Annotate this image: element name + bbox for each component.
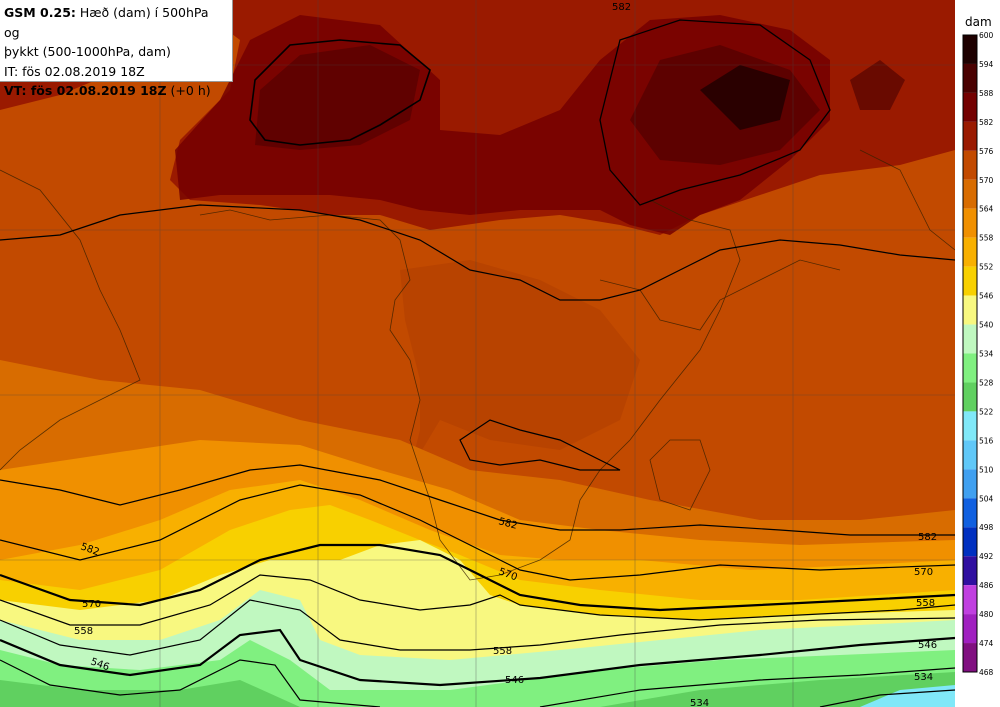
legend-tick-label: 516: [979, 436, 994, 445]
legend-unit: dam: [965, 15, 992, 29]
contour-label: 558: [493, 646, 512, 657]
legend-tick-label: 468: [979, 668, 994, 677]
title-line-2: þykkt (500-1000hPa, dam): [4, 44, 171, 59]
legend-colorbar: 600 594 588 582 576 570 564 558 552 546 540 534 528 5…: [962, 31, 994, 677]
legend-swatch: [963, 411, 977, 441]
legend-swatch: [963, 208, 977, 238]
contour-label: 534: [690, 698, 709, 707]
weather-map: 582 582 582 570 570 558 558 546 546 534 …: [0, 0, 955, 707]
legend-tick-label: 480: [979, 610, 994, 619]
title-text: Hæð (dam) í 500hPa og: [4, 5, 209, 40]
legend-tick-label: 570: [979, 176, 994, 185]
legend-swatch: [963, 324, 977, 354]
legend-tick-label: 528: [979, 378, 994, 387]
thickness-fill-layer: [0, 0, 955, 707]
legend-swatch: [963, 150, 977, 180]
forecast-offset: (+0 h): [166, 83, 211, 98]
color-legend: dam 600 594 588 582 576 570 564 558 552 546 540 534…: [955, 0, 1000, 707]
contour-label: 582: [497, 516, 518, 532]
legend-tick-label: 564: [979, 205, 994, 214]
legend-tick-label: 498: [979, 523, 994, 532]
legend-swatch: [963, 35, 977, 64]
contour-labels: 582 582 582 570 570 558 558 546 546 534 …: [74, 2, 937, 707]
legend-tick-label: 522: [979, 407, 994, 416]
legend-swatch: [963, 295, 977, 325]
legend-tick-label: 582: [979, 118, 994, 127]
legend-tick-label: 492: [979, 552, 994, 561]
legend-frame: [962, 34, 978, 673]
legend-swatch: [963, 498, 977, 528]
legend-tick-label: 600: [979, 31, 994, 40]
legend-tick-label: 486: [979, 581, 994, 590]
legend-tick-label: 546: [979, 292, 994, 301]
legend-swatch: [963, 643, 977, 672]
legend-swatch: [963, 353, 977, 383]
contour-label: 582: [612, 2, 631, 13]
legend-tick-label: 474: [979, 639, 994, 648]
contour-label: 558: [916, 598, 935, 609]
legend-tick-label: 558: [979, 234, 994, 243]
legend-tick-label: 504: [979, 494, 994, 503]
legend-swatch: [963, 440, 977, 470]
legend-swatch: [963, 179, 977, 209]
legend-tick-label: 576: [979, 147, 994, 156]
legend-tick-label: 534: [979, 350, 994, 359]
contour-label: 582: [918, 532, 937, 543]
legend-swatch: [963, 63, 977, 93]
contour-label: 570: [82, 599, 101, 610]
legend-swatch: [963, 92, 977, 122]
legend-swatch: [963, 469, 977, 499]
legend-swatch: [963, 121, 977, 151]
contour-label: 546: [505, 675, 524, 686]
contour-label: 546: [918, 640, 937, 651]
legend-swatch: [963, 556, 977, 586]
title-line-1: GSM 0.25: Hæð (dam) í 500hPa og: [4, 3, 228, 42]
legend-swatch: [963, 527, 977, 557]
legend-swatch: [963, 266, 977, 296]
legend-swatch: [963, 614, 977, 644]
valid-time: VT: fös 02.08.2019 18Z: [4, 83, 167, 98]
contour-label: 534: [914, 672, 933, 683]
legend-tick-label: 588: [979, 89, 994, 98]
map-canvas: 582 582 582 570 570 558 558 546 546 534 …: [0, 0, 955, 707]
height-contours: [0, 19, 955, 707]
valid-time-line: VT: fös 02.08.2019 18Z (+0 h): [4, 81, 228, 101]
map-info-box: GSM 0.25: Hæð (dam) í 500hPa og þykkt (5…: [0, 0, 233, 98]
contour-label: 558: [74, 626, 93, 637]
legend-swatch: [963, 382, 977, 412]
legend-tick-label: 552: [979, 263, 994, 272]
legend-swatch: [963, 585, 977, 615]
legend-tick-label: 510: [979, 465, 994, 474]
legend-tick-label: 594: [979, 60, 994, 69]
legend-swatch: [963, 237, 977, 267]
initial-time: IT: fös 02.08.2019 18Z: [4, 63, 145, 79]
legend-tick-label: 540: [979, 321, 994, 330]
contour-label: 570: [914, 567, 933, 578]
model-name: GSM 0.25:: [4, 5, 76, 20]
